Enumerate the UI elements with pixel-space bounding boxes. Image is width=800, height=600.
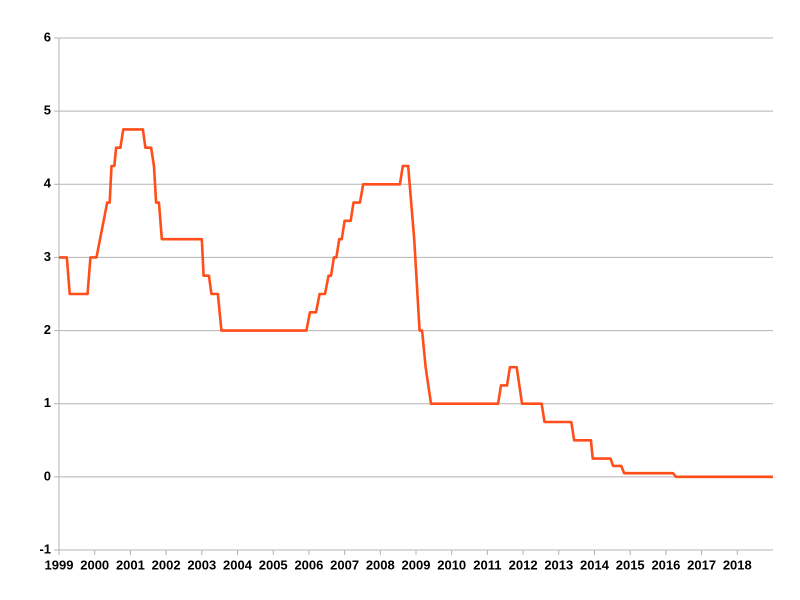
x-tick-label: 2015 [616, 557, 645, 572]
y-tick-label: 2 [44, 322, 51, 337]
y-tick-label: 5 [44, 103, 51, 118]
x-tick-label: 2016 [651, 557, 680, 572]
x-tick-label: 2006 [294, 557, 323, 572]
x-tick-label: 2010 [437, 557, 466, 572]
x-tick-label: 2007 [330, 557, 359, 572]
y-tick-label: 0 [44, 468, 51, 483]
x-tick-label: 2013 [544, 557, 573, 572]
x-tick-label: 2017 [687, 557, 716, 572]
x-tick-label: 2009 [402, 557, 431, 572]
x-tick-label: 1999 [45, 557, 74, 572]
y-tick-label: 1 [44, 395, 51, 410]
data-line [59, 128, 773, 479]
x-tick-label: 2001 [116, 557, 145, 572]
x-tick-label: 2000 [80, 557, 109, 572]
x-tick-label: 2008 [366, 557, 395, 572]
x-tick-label: 2012 [509, 557, 538, 572]
y-tick-label: 4 [44, 176, 52, 191]
x-tick-label: 2002 [152, 557, 181, 572]
y-tick-label: 6 [44, 29, 51, 44]
x-tick-label: 2011 [473, 557, 501, 572]
x-tick-label: 2003 [187, 557, 216, 572]
y-tick-label: -1 [39, 541, 51, 556]
x-tick-label: 2018 [723, 557, 752, 572]
x-tick-label: 2004 [223, 557, 253, 572]
y-tick-label: 3 [44, 249, 51, 264]
x-tick-label: 2005 [259, 557, 288, 572]
x-tick-label: 2014 [580, 557, 610, 572]
